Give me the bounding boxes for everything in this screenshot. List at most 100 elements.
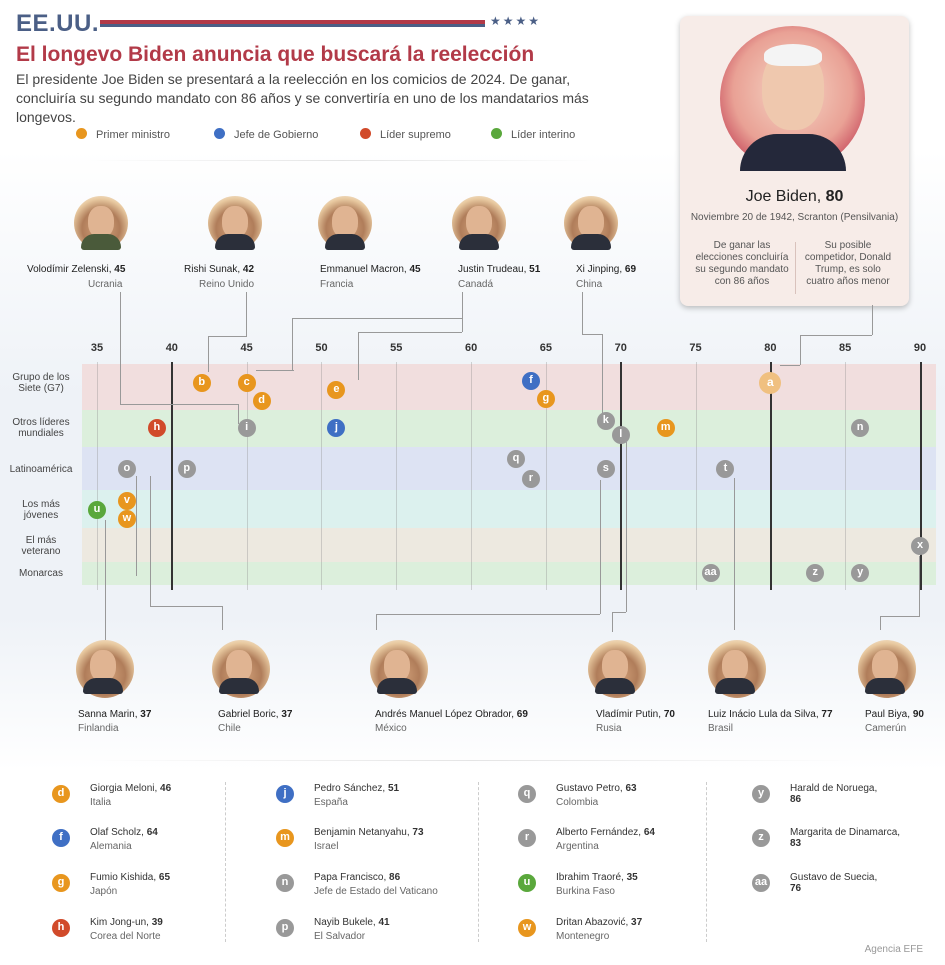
boric-portrait [212, 640, 270, 698]
point-e: e [327, 381, 346, 400]
headline: El longevo Biden anuncia que buscará la … [16, 43, 535, 66]
connector-line [880, 616, 920, 617]
section-label: EE.UU. [16, 10, 100, 37]
x-tick-label: 75 [689, 342, 702, 354]
connector-line [358, 332, 462, 333]
category-band [82, 562, 936, 585]
suit-shape [377, 678, 417, 694]
category-label: Monarcas [19, 567, 63, 579]
legend-item-jefe-gobierno: Jefe de Gobierno [214, 128, 318, 141]
list-item-name: Papa Francisco, 86 [314, 872, 401, 883]
connector-line [626, 442, 627, 612]
zelenski-portrait [74, 196, 128, 250]
point-s: s [596, 460, 615, 478]
legend-item-lider-interino: Líder interino [491, 128, 575, 141]
grid-line [845, 362, 847, 590]
list-marker-m: m [276, 829, 294, 847]
legend-dot [491, 128, 502, 139]
x-tick-label: 90 [913, 342, 927, 354]
x-tick-label: 80 [764, 342, 777, 354]
suit-shape [865, 678, 905, 694]
list-marker-h: h [52, 919, 70, 937]
face-shape [88, 206, 114, 238]
divider [706, 782, 707, 942]
leader-country: Francia [320, 279, 354, 290]
connector-line [734, 478, 735, 630]
leader-country: Camerún [865, 723, 907, 734]
suit-shape [219, 678, 259, 694]
point-u: u [88, 501, 106, 519]
grid-line [396, 362, 398, 590]
connector-line [376, 614, 600, 615]
x-tick-label: 85 [839, 342, 852, 354]
face-shape [90, 650, 116, 682]
point-h: h [147, 419, 166, 437]
divider [82, 760, 862, 761]
point-f: f [521, 372, 540, 391]
category-band [82, 364, 936, 410]
leader-name: Sanna Marin, 37 [78, 709, 152, 720]
point-l: l [611, 426, 630, 445]
connector-line [292, 318, 462, 319]
list-item-name: Margarita de Dinamarca, 83 [790, 827, 901, 849]
category-label: El más veterano [21, 535, 61, 557]
face-shape [466, 206, 492, 238]
list-item-name: Gustavo de Suecia, 76 [790, 872, 878, 894]
list-marker-w: w [518, 919, 536, 937]
connector-line [136, 476, 137, 576]
leader-name: Paul Biya, 90 [865, 709, 924, 720]
connector-line [358, 332, 359, 380]
suit-shape [81, 234, 121, 250]
list-item-name: Ibrahim Traoré, 35 [556, 872, 638, 883]
legend-dot [360, 128, 371, 139]
list-item-country: Corea del Norte [90, 931, 161, 942]
connector-line [256, 370, 294, 371]
category-label: Grupo de los Siete (G7) [12, 372, 70, 394]
leader-name: Volodímir Zelenski, 45 [27, 264, 126, 275]
point-k: k [596, 411, 615, 430]
grid-line [545, 362, 547, 590]
category-label: Latinoamérica [9, 463, 73, 475]
point-t: t [716, 460, 735, 478]
connector-line [600, 480, 601, 614]
list-marker-n: n [276, 874, 294, 892]
list-item-name: Giorgia Meloni, 46 [90, 783, 172, 794]
leader-country: Finlandia [78, 723, 119, 734]
list-marker-q: q [518, 785, 536, 803]
list-item-country: El Salvador [314, 931, 366, 942]
suit-shape [595, 678, 635, 694]
sunak-portrait [208, 196, 262, 250]
x-tick-label: 50 [315, 342, 328, 354]
point-o: o [117, 460, 136, 478]
suit-shape [571, 234, 611, 250]
leader-country: Canadá [458, 279, 494, 290]
list-marker-u: u [518, 874, 536, 892]
putin-portrait [588, 640, 646, 698]
point-p: p [177, 460, 196, 478]
face-shape [722, 650, 748, 682]
connector-line [150, 476, 151, 606]
list-item-country: Burkina Faso [556, 886, 615, 897]
leader-name: Gabriel Boric, 37 [218, 709, 293, 720]
leader-name: Emmanuel Macron, 45 [320, 264, 421, 275]
point-y: y [851, 564, 870, 582]
leader-country: Rusia [596, 723, 622, 734]
list-item-name: Olaf Scholz, 64 [90, 827, 158, 838]
suit-shape [215, 234, 255, 250]
connector-line [612, 612, 613, 632]
point-d: d [252, 391, 271, 410]
grid-line [321, 362, 323, 590]
list-marker-f: f [52, 829, 70, 847]
point-r: r [521, 469, 540, 488]
leader-country: China [576, 279, 603, 290]
divider [225, 782, 226, 942]
list-marker-g: g [52, 874, 70, 892]
point-v: v [117, 492, 136, 511]
connector-line [602, 334, 603, 414]
x-tick-label: 70 [614, 342, 627, 354]
biden-name: Joe Biden, 80 [745, 188, 844, 205]
list-item-country: Colombia [556, 797, 599, 808]
legend-label: Líder supremo [380, 129, 451, 141]
connector-line [376, 614, 377, 630]
list-item-name: Nayib Bukele, 41 [314, 917, 390, 928]
